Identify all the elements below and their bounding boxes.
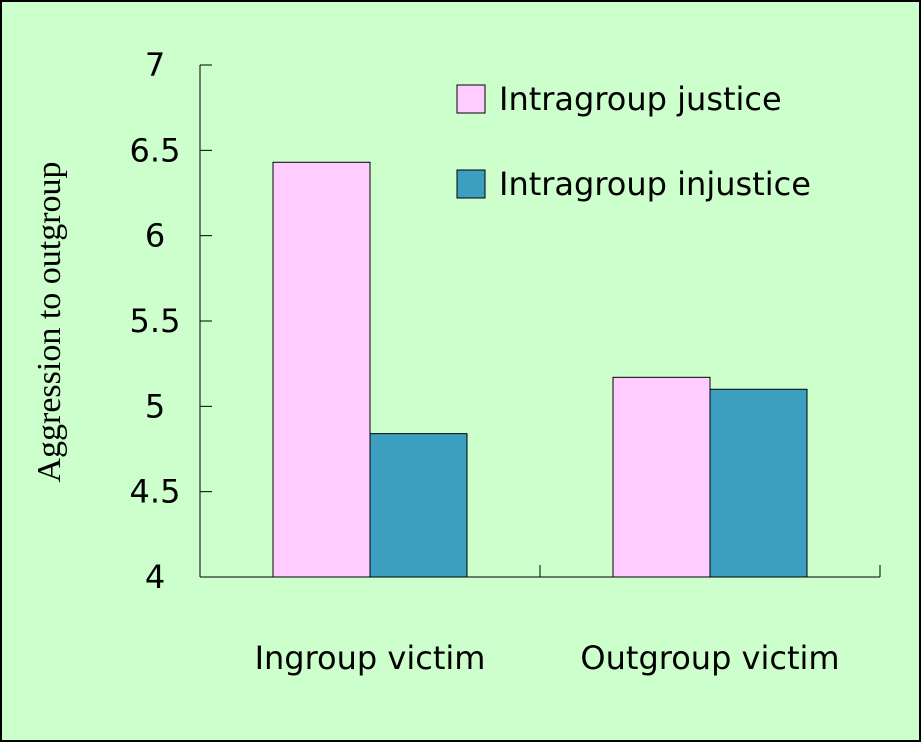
y-tick-label: 7 [145,46,165,84]
legend-swatch [456,84,486,114]
legend-label: Intragroup injustice [499,165,811,203]
y-tick-label: 5 [145,387,165,425]
x-tick-label: Ingroup victim [255,639,486,677]
bar [369,433,468,578]
y-tick-label: 5.5 [130,302,181,340]
y-tick-label: 4 [145,558,165,596]
y-tick-label: 6.5 [130,131,181,169]
legend-swatch [456,169,486,199]
y-tick-label: 4.5 [130,473,181,511]
y-tick-label: 6 [145,217,165,255]
bar [272,161,371,578]
bar [612,376,711,578]
y-axis-label: Aggression to outgroup [31,161,68,482]
bar [709,388,808,578]
legend-label: Intragroup justice [499,80,782,118]
x-tick-label: Outgroup victim [580,639,839,677]
